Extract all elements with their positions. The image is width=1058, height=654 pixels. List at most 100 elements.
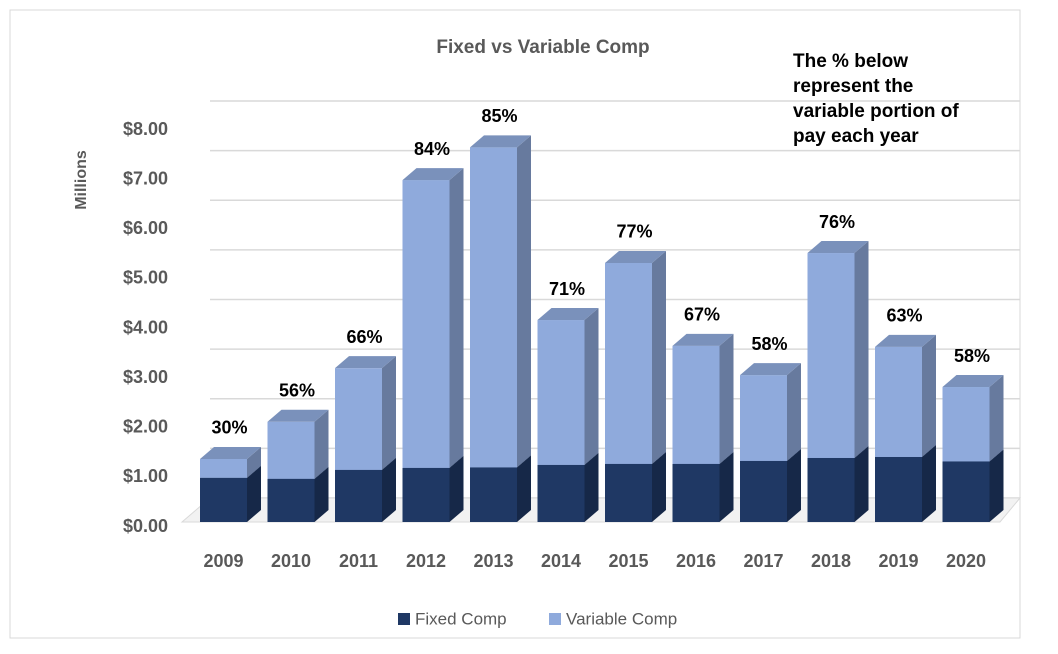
bar-segment (875, 456, 922, 522)
bar-segment (470, 147, 517, 468)
bar-top (875, 334, 936, 347)
x-tick-label: 2019 (878, 551, 918, 571)
y-tick-label: $5.00 (123, 268, 168, 288)
x-tick-label: 2011 (339, 551, 378, 571)
bar-segment (402, 467, 450, 522)
bar-segment (470, 467, 517, 522)
bar-side (314, 409, 329, 479)
bar-top (807, 241, 869, 254)
bar-top (537, 308, 599, 321)
y-tick-label: $4.00 (123, 317, 168, 337)
bar-side (314, 466, 329, 522)
legend-label: Fixed Comp (415, 609, 507, 628)
bar-side (584, 308, 599, 465)
bar-top (672, 333, 734, 346)
x-tick-label: 2009 (203, 551, 243, 571)
bar-top (470, 135, 531, 148)
bar-segment (605, 262, 652, 464)
bar-segment (672, 345, 720, 464)
y-tick-label: $2.00 (123, 417, 168, 437)
annotation: The % below (793, 51, 908, 72)
legend-swatch (398, 613, 410, 625)
bar-segment (875, 346, 922, 457)
annotation: represent the (793, 76, 913, 97)
data-label: 84% (414, 139, 450, 159)
y-tick-label: $8.00 (123, 119, 168, 139)
data-label: 30% (211, 418, 247, 438)
x-tick-label: 2020 (946, 551, 986, 571)
y-tick-label: $3.00 (123, 367, 168, 387)
x-tick-label: 2010 (271, 551, 311, 571)
y-axis-title: Millions (73, 150, 90, 210)
bar-segment (740, 460, 787, 522)
annotation: pay each year (793, 126, 919, 147)
bar-segment (672, 463, 720, 522)
legend-swatch (549, 613, 561, 625)
data-label: 76% (819, 212, 855, 232)
bar-segment (402, 180, 450, 468)
bar-top (942, 375, 1004, 388)
bar-segment (942, 387, 990, 462)
bar-side (652, 451, 666, 522)
x-tick-label: 2012 (406, 551, 446, 571)
bar-top (402, 168, 464, 181)
data-label: 63% (886, 306, 922, 326)
bar-segment (807, 457, 855, 522)
bar-side (922, 444, 936, 522)
bar-segment (807, 253, 855, 458)
legend-label: Variable Comp (566, 609, 677, 628)
bar-side (517, 135, 531, 468)
bar-side (989, 375, 1004, 462)
bar-segment (335, 469, 382, 522)
bar-side (922, 334, 936, 457)
chart-title: Fixed vs Variable Comp (436, 37, 649, 58)
data-label: 77% (616, 222, 652, 242)
bar-side (787, 363, 801, 461)
bar-segment (740, 375, 787, 461)
bar-side (854, 445, 869, 522)
bar-segment (335, 368, 382, 470)
x-tick-label: 2017 (743, 551, 783, 571)
data-label: 67% (684, 305, 720, 325)
x-tick-label: 2013 (473, 551, 513, 571)
bar-side (719, 451, 734, 522)
annotation: variable portion of (793, 101, 959, 122)
data-label: 85% (481, 106, 517, 126)
bar-segment (605, 463, 652, 522)
bar-side (584, 452, 599, 522)
data-label: 56% (279, 381, 315, 401)
x-tick-label: 2014 (541, 551, 581, 571)
data-label: 71% (549, 279, 585, 299)
y-tick-label: $0.00 (123, 516, 168, 536)
bar-segment (537, 464, 585, 522)
bar-segment (267, 421, 315, 479)
bar-side (517, 455, 531, 522)
x-tick-label: 2015 (608, 551, 648, 571)
data-label: 66% (346, 327, 382, 347)
bar-side (449, 455, 464, 522)
bar-side (247, 446, 261, 478)
bar-side (854, 241, 869, 458)
bar-segment (200, 458, 247, 478)
y-tick-label: $7.00 (123, 168, 168, 188)
bar-segment (942, 461, 990, 522)
bar-top (740, 363, 801, 376)
x-tick-label: 2018 (811, 551, 851, 571)
bar-side (989, 449, 1004, 522)
x-tick-label: 2016 (676, 551, 716, 571)
bar-segment (200, 477, 247, 522)
data-label: 58% (954, 346, 990, 366)
bar-side (787, 448, 801, 522)
bar-side (449, 168, 464, 468)
bar-top (200, 446, 261, 459)
bar-side (247, 465, 261, 522)
bar-segment (537, 320, 585, 465)
bar-side (719, 333, 734, 464)
bar-top (267, 409, 329, 422)
bar-side (652, 250, 666, 464)
bar-top (605, 250, 666, 263)
y-tick-label: $1.00 (123, 466, 168, 486)
data-label: 58% (751, 334, 787, 354)
y-tick-label: $6.00 (123, 218, 168, 238)
